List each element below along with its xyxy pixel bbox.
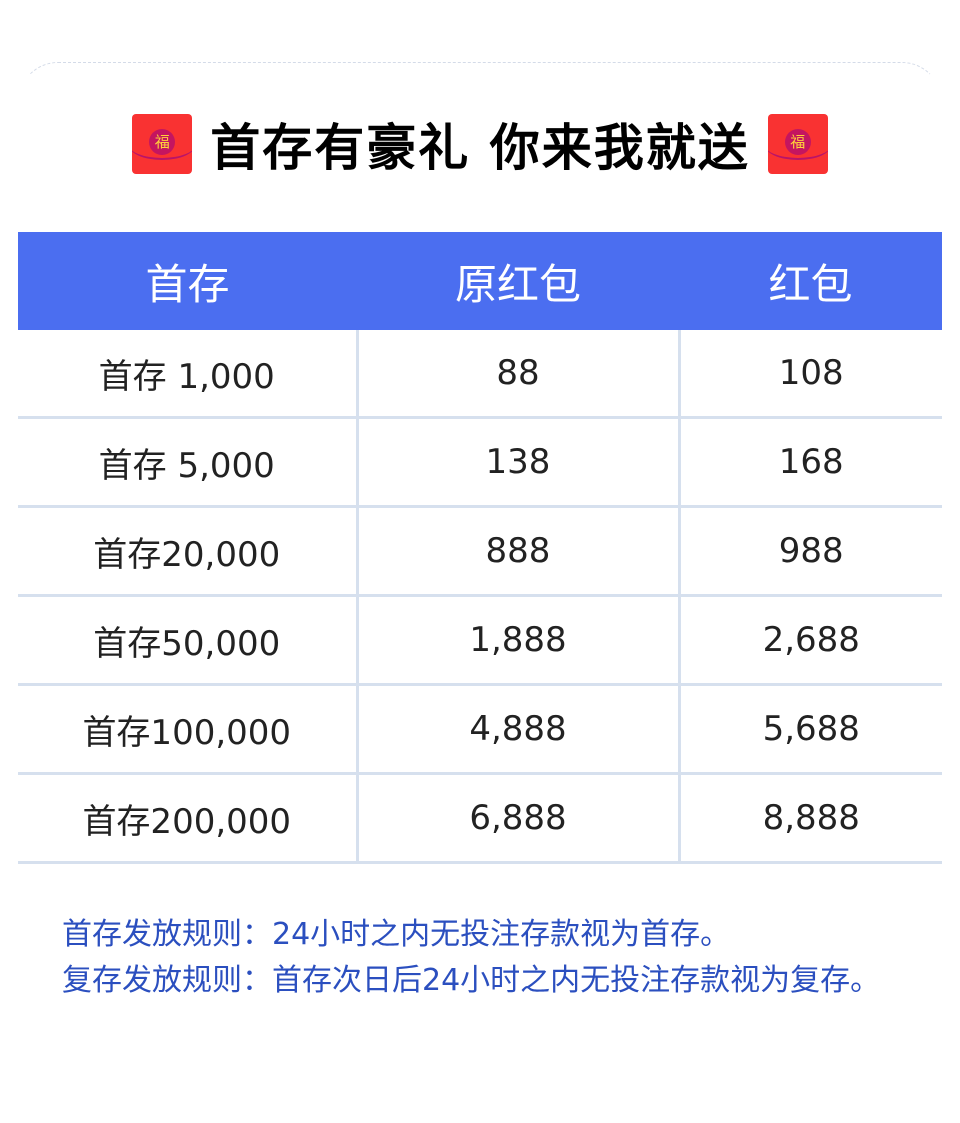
rules: 首存发放规则：24小时之内无投注存款视为首存。 复存发放规则：首存次日后24小时… bbox=[62, 912, 902, 1004]
deposit-cell: 首存20,000 bbox=[18, 506, 357, 597]
red-envelope-icon: 福 bbox=[767, 114, 828, 174]
original-bonus-cell: 4,888 bbox=[355, 684, 679, 775]
bonus-table: 首存 原红包 红包 首存 1,000 88 108 首存 5,000 138 168 首存2… bbox=[18, 232, 942, 864]
deposit-cell: 首存100,000 bbox=[18, 684, 357, 775]
original-bonus-cell: 6,888 bbox=[355, 773, 679, 864]
table-row: 首存20,000 888 988 bbox=[18, 506, 942, 597]
deposit-cell: 首存 5,000 bbox=[18, 417, 357, 508]
table-row: 首存 5,000 138 168 bbox=[18, 417, 942, 508]
bonus-cell: 108 bbox=[677, 330, 942, 419]
page-title: 首存有豪礼 你来我就送 bbox=[210, 119, 750, 177]
original-bonus-cell: 1,888 bbox=[355, 595, 679, 686]
table-row: 首存100,000 4,888 5,688 bbox=[18, 684, 942, 775]
original-bonus-cell: 88 bbox=[355, 330, 679, 419]
bonus-cell: 168 bbox=[677, 417, 942, 508]
card-frame bbox=[18, 62, 942, 1112]
table-header: 首存 原红包 红包 bbox=[18, 232, 942, 330]
table-row: 首存 1,000 88 108 bbox=[18, 330, 942, 419]
deposit-cell: 首存50,000 bbox=[18, 595, 357, 686]
first-deposit-rule: 首存发放规则：24小时之内无投注存款视为首存。 bbox=[62, 917, 731, 952]
fu-character: 福 bbox=[149, 129, 176, 155]
header-bonus: 红包 bbox=[679, 232, 942, 330]
red-envelope-icon: 福 bbox=[132, 114, 193, 174]
deposit-cell: 首存200,000 bbox=[18, 773, 357, 864]
header-deposit: 首存 bbox=[18, 232, 357, 330]
redeposit-rule: 复存发放规则：首存次日后24小时之内无投注存款视为复存。 bbox=[62, 963, 881, 998]
fu-character: 福 bbox=[784, 129, 811, 155]
table-row: 首存50,000 1,888 2,688 bbox=[18, 595, 942, 686]
bonus-cell: 988 bbox=[677, 506, 942, 597]
bonus-cell: 8,888 bbox=[677, 773, 942, 864]
table-row: 首存200,000 6,888 8,888 bbox=[18, 773, 942, 864]
original-bonus-cell: 888 bbox=[355, 506, 679, 597]
deposit-cell: 首存 1,000 bbox=[18, 330, 357, 419]
header-original-bonus: 原红包 bbox=[357, 232, 679, 330]
bonus-cell: 2,688 bbox=[677, 595, 942, 686]
bonus-cell: 5,688 bbox=[677, 684, 942, 775]
promo-title: 福 首存有豪礼 你来我就送 福 bbox=[0, 108, 960, 180]
original-bonus-cell: 138 bbox=[355, 417, 679, 508]
